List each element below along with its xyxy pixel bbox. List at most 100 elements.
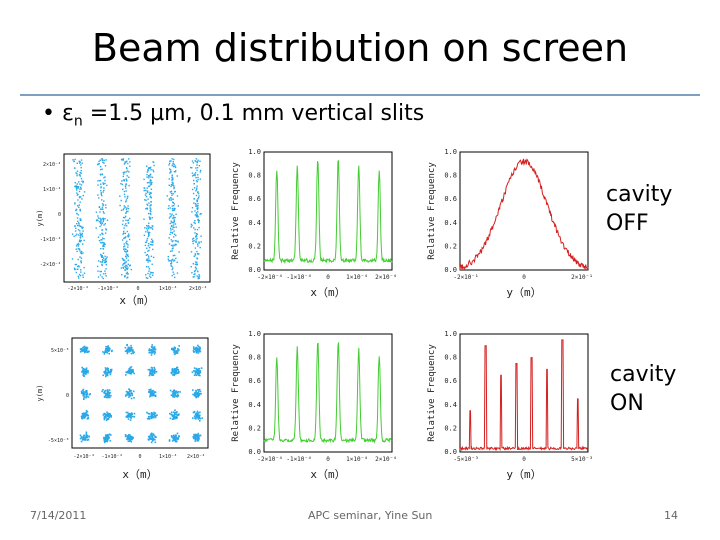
scatter-point: [176, 272, 179, 274]
scatter-point: [148, 212, 150, 215]
scatter-point: [98, 197, 100, 199]
scatter-point: [197, 372, 200, 374]
scatter-point: [80, 271, 82, 273]
scatter-point: [151, 227, 153, 229]
scatter-point: [127, 195, 129, 198]
scatter-point: [197, 344, 199, 347]
scatter-point: [197, 435, 200, 438]
scatter-point: [124, 224, 126, 227]
scatter-point: [105, 345, 107, 348]
scatter-point: [82, 389, 84, 392]
scatter-point: [173, 389, 175, 392]
scatter-point: [82, 369, 84, 371]
y-tick-label: 0.0: [444, 448, 457, 456]
scatter-point: [197, 352, 200, 354]
scatter-point: [151, 392, 154, 394]
scatter-point: [104, 367, 107, 369]
scatter-point: [194, 172, 197, 174]
scatter-point: [172, 267, 174, 269]
scatter-point: [130, 417, 132, 419]
scatter-point: [103, 187, 105, 189]
scatter-point: [77, 220, 79, 222]
scatter-point: [173, 236, 175, 238]
scatter-point: [199, 414, 201, 417]
scatter-point: [148, 268, 151, 270]
scatter-point: [129, 438, 132, 440]
scatter-point: [123, 230, 125, 233]
scatter-point: [174, 165, 176, 167]
scatter-point: [87, 351, 89, 353]
scatter-point: [197, 211, 199, 213]
scatter-point: [101, 260, 103, 263]
scatter-point: [127, 255, 129, 258]
scatter-point: [170, 263, 172, 265]
scatter-point: [101, 173, 103, 175]
scatter-point: [122, 233, 124, 235]
scatter-point: [170, 225, 173, 227]
scatter-point: [84, 370, 86, 373]
scatter-point: [81, 235, 83, 238]
scatter-point: [196, 275, 198, 277]
scatter-point: [196, 440, 199, 442]
scatter-point: [106, 184, 108, 187]
scatter-point: [128, 394, 131, 397]
y-tick-label: 1×10⁻⁴: [43, 187, 61, 193]
scatter-point: [81, 417, 84, 420]
scatter-point: [107, 350, 110, 352]
scatter-point: [172, 221, 174, 223]
scatter-point: [176, 438, 178, 441]
scatter-point: [108, 416, 111, 419]
scatter-point: [149, 166, 152, 169]
slide-title: Beam distribution on screen: [91, 26, 629, 70]
scatter-point: [105, 375, 107, 378]
scatter-point: [173, 369, 176, 372]
scatter-point: [124, 248, 126, 250]
scatter-point: [133, 351, 135, 353]
scatter-point: [196, 436, 199, 438]
scatter-point: [132, 352, 134, 355]
scatter-point: [170, 220, 172, 222]
scatter-point: [76, 194, 79, 196]
scatter-point: [148, 175, 150, 177]
scatter-point: [146, 173, 148, 176]
scatter-point: [172, 244, 174, 246]
scatter-point: [148, 222, 150, 224]
scatter-point: [195, 205, 197, 207]
scatter-point: [174, 347, 176, 350]
scatter-point: [171, 194, 173, 196]
scatter-point: [146, 237, 149, 240]
bullet-dot: •: [42, 101, 55, 126]
scatter-point: [192, 192, 195, 195]
scatter-point: [128, 396, 130, 398]
scatter-point: [148, 231, 151, 234]
scatter-point: [198, 220, 200, 222]
scatter-point: [125, 394, 127, 396]
scatter-point: [103, 352, 106, 354]
scatter-point: [79, 232, 81, 234]
scatter-point: [84, 390, 87, 392]
scatter-point: [171, 371, 174, 373]
scatter-point: [77, 275, 80, 278]
scatter-point: [173, 259, 176, 261]
scatter-point: [80, 257, 83, 259]
scatter-point: [193, 198, 195, 200]
scatter-point: [195, 167, 197, 169]
scatter-point: [83, 437, 85, 439]
scatter-point: [75, 172, 77, 174]
scatter-point: [78, 206, 80, 208]
scatter-point: [79, 218, 81, 220]
scatter-point: [100, 186, 102, 188]
scatter-point: [122, 262, 125, 265]
scatter-point: [79, 237, 82, 239]
scatter-point: [196, 348, 199, 350]
scatter-point: [195, 349, 197, 352]
scatter-point: [198, 392, 201, 395]
scatter-point: [197, 203, 199, 205]
scatter-point: [150, 395, 153, 397]
scatter-point: [145, 199, 147, 201]
scatter-point: [172, 436, 174, 438]
scatter-point: [197, 349, 200, 352]
scatter-point: [80, 172, 82, 174]
scatter-point: [124, 196, 126, 198]
scatter-point: [190, 166, 192, 169]
